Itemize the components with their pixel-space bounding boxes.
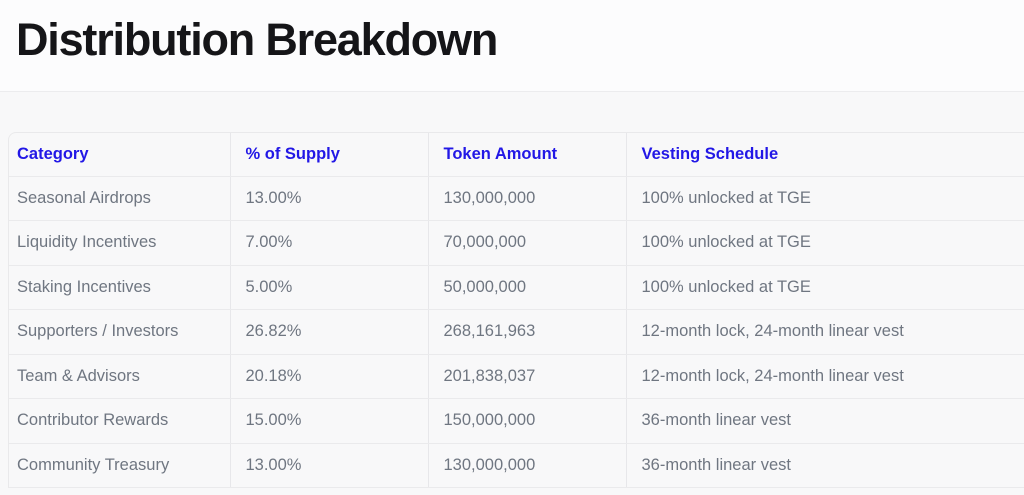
cell-token-amount: 130,000,000 bbox=[428, 443, 627, 488]
cell-supply-pct: 7.00% bbox=[230, 220, 429, 266]
table-body: Seasonal Airdrops 13.00% 130,000,000 100% u… bbox=[9, 176, 1024, 488]
cell-vesting: 100% unlocked at TGE bbox=[626, 220, 1024, 266]
cell-vesting: 12-month lock, 24-month linear vest bbox=[626, 309, 1024, 355]
column-header-token-amount: Token Amount bbox=[428, 133, 627, 177]
column-header-vesting-schedule: Vesting Schedule bbox=[626, 133, 1024, 177]
cell-token-amount: 201,838,037 bbox=[428, 354, 627, 399]
cell-supply-pct: 13.00% bbox=[230, 176, 429, 221]
distribution-table-wrapper: Category % of Supply Token Amount Vestin… bbox=[8, 132, 1024, 488]
cell-supply-pct: 5.00% bbox=[230, 265, 429, 310]
table-header-row: Category % of Supply Token Amount Vestin… bbox=[9, 133, 1024, 177]
cell-vesting: 36-month linear vest bbox=[626, 443, 1024, 488]
cell-token-amount: 70,000,000 bbox=[428, 220, 627, 266]
table-row: Seasonal Airdrops 13.00% 130,000,000 100% u… bbox=[9, 176, 1024, 221]
cell-category: Contributor Rewards bbox=[9, 398, 231, 444]
table-row: Team & Advisors 20.18% 201,838,037 12-month… bbox=[9, 354, 1024, 399]
page-title: Distribution Breakdown bbox=[16, 14, 498, 65]
cell-supply-pct: 20.18% bbox=[230, 354, 429, 399]
cell-token-amount: 268,161,963 bbox=[428, 309, 627, 355]
table-row: Supporters / Investors 26.82% 268,161,963 1… bbox=[9, 309, 1024, 355]
title-band: Distribution Breakdown bbox=[0, 0, 1024, 92]
column-header-supply-pct: % of Supply bbox=[230, 133, 429, 177]
cell-category: Supporters / Investors bbox=[9, 309, 231, 355]
cell-category: Liquidity Incentives bbox=[9, 220, 231, 266]
cell-vesting: 12-month lock, 24-month linear vest bbox=[626, 354, 1024, 399]
cell-supply-pct: 13.00% bbox=[230, 443, 429, 488]
cell-vesting: 100% unlocked at TGE bbox=[626, 265, 1024, 310]
cell-supply-pct: 26.82% bbox=[230, 309, 429, 355]
cell-token-amount: 130,000,000 bbox=[428, 176, 627, 221]
cell-vesting: 100% unlocked at TGE bbox=[626, 176, 1024, 221]
cell-vesting: 36-month linear vest bbox=[626, 398, 1024, 444]
table-row: Staking Incentives 5.00% 50,000,000 100% un… bbox=[9, 265, 1024, 310]
cell-category: Community Treasury bbox=[9, 443, 231, 488]
table-row: Community Treasury 13.00% 130,000,000 36-mo… bbox=[9, 443, 1024, 488]
table-row: Liquidity Incentives 7.00% 70,000,000 100% … bbox=[9, 220, 1024, 266]
cell-category: Staking Incentives bbox=[9, 265, 231, 310]
cell-category: Seasonal Airdrops bbox=[9, 176, 231, 221]
distribution-table: Category % of Supply Token Amount Vestin… bbox=[9, 133, 1024, 488]
cell-supply-pct: 15.00% bbox=[230, 398, 429, 444]
table-header: Category % of Supply Token Amount Vestin… bbox=[9, 133, 1024, 177]
cell-token-amount: 150,000,000 bbox=[428, 398, 627, 444]
cell-category: Team & Advisors bbox=[9, 354, 231, 399]
table-row: Contributor Rewards 15.00% 150,000,000 36-m… bbox=[9, 398, 1024, 444]
column-header-category: Category bbox=[9, 133, 231, 177]
cell-token-amount: 50,000,000 bbox=[428, 265, 627, 310]
